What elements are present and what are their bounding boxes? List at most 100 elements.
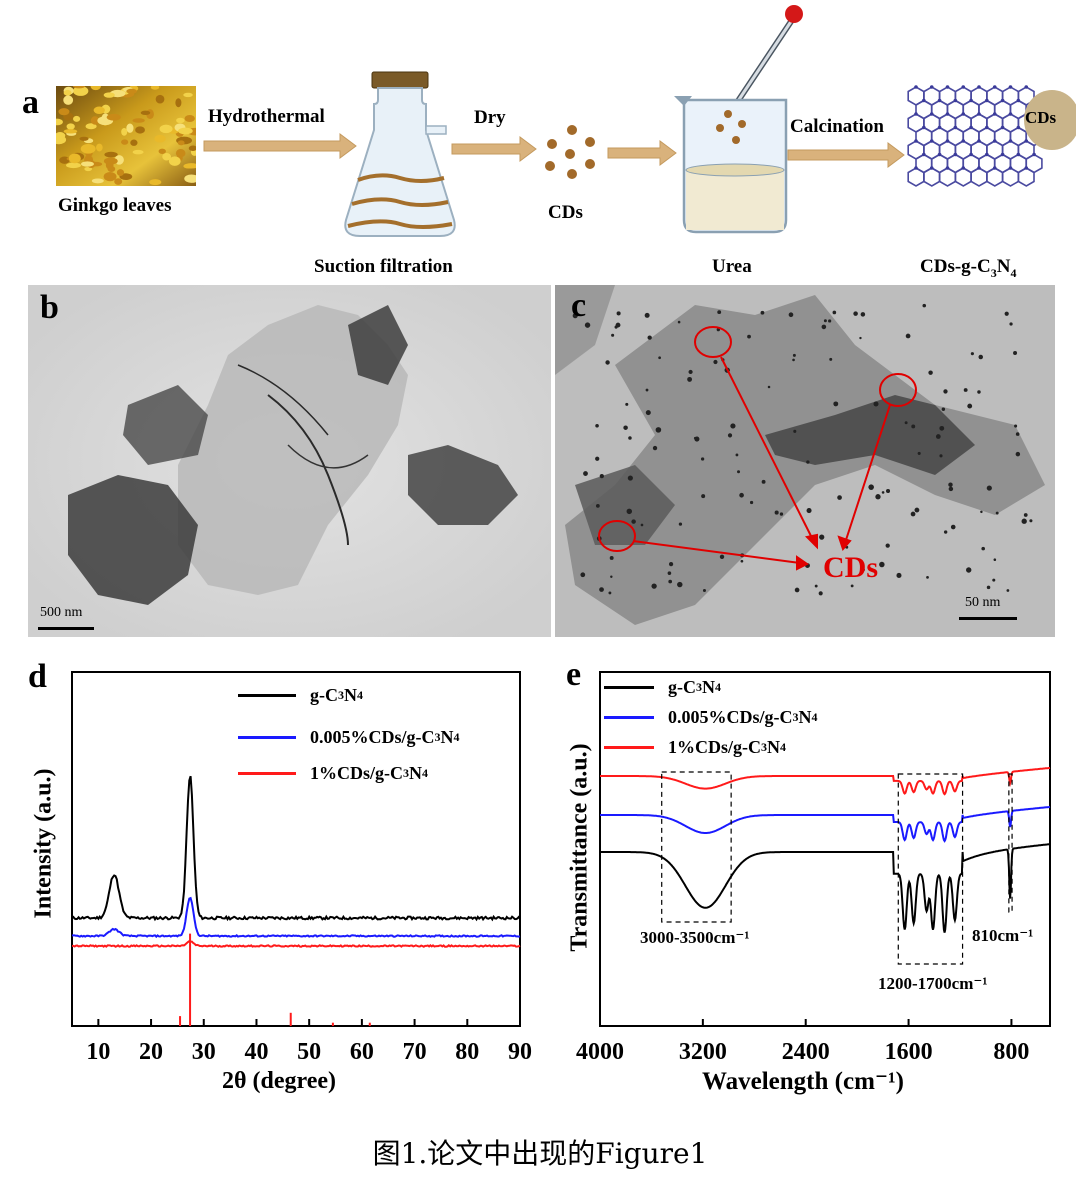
atom: [1024, 139, 1029, 143]
cd-particle: [583, 471, 588, 476]
cd-particle: [792, 358, 795, 362]
dry-label: Dry: [474, 107, 506, 128]
x-tick-label: 70: [403, 1039, 427, 1065]
atom: [929, 139, 934, 143]
cd-particle: [922, 303, 927, 308]
cds-dots: [545, 125, 595, 179]
leaf: [149, 179, 162, 186]
cd-particle: [625, 402, 629, 406]
cd-particle: [701, 494, 706, 499]
hex-ring: [938, 167, 957, 187]
xrd-series-1: [71, 896, 521, 939]
cd-particle: [645, 388, 649, 392]
leaf: [56, 118, 63, 126]
atom: [977, 139, 981, 143]
legend-e-swatch-2: [604, 746, 654, 749]
cd-particle: [850, 584, 854, 588]
leaf: [178, 127, 193, 135]
scale-c-bar: [959, 617, 1017, 620]
atom: [953, 152, 958, 157]
cd-particle: [631, 519, 636, 524]
x-tick-label: 3200: [679, 1039, 727, 1065]
panel-c-letter: c: [571, 287, 587, 324]
x-tick-label: 800: [993, 1039, 1029, 1065]
cd-particle: [860, 312, 866, 317]
cd-particle: [885, 488, 891, 494]
cd-particle: [832, 310, 837, 315]
hydrothermal-label: Hydrothermal: [208, 106, 325, 127]
leaf: [90, 116, 100, 125]
cd-particle: [829, 357, 833, 361]
cd-particle: [610, 575, 613, 578]
leaf: [184, 115, 195, 122]
cd-particle: [911, 424, 916, 429]
atom: [1024, 166, 1029, 170]
cd-particle: [837, 495, 842, 500]
cd-particle: [595, 456, 600, 461]
cd-particle: [614, 325, 618, 329]
cds-bubble-label: CDs: [1025, 108, 1057, 127]
cd-particle: [651, 583, 657, 589]
atom: [992, 166, 997, 170]
atom: [914, 166, 918, 170]
suction-filtration-label: Suction filtration: [314, 256, 453, 277]
ftir-annotation-2: 1200-1700cm⁻¹: [878, 974, 988, 993]
leaf: [105, 160, 114, 170]
cd-particle: [645, 410, 651, 416]
leaf: [132, 118, 145, 123]
cd-particle: [939, 425, 945, 431]
cd-particle: [747, 334, 751, 339]
cd-particle: [735, 453, 739, 457]
cd-particle: [677, 581, 683, 588]
cd-particle: [814, 584, 818, 588]
leaf: [175, 148, 186, 158]
cd-particle: [609, 556, 614, 560]
atom: [992, 112, 997, 116]
atom: [961, 112, 966, 116]
leaf: [91, 178, 104, 184]
cd-particle: [702, 588, 706, 592]
x-tick-label: 40: [244, 1039, 268, 1065]
cd-particle: [779, 512, 784, 516]
calcination-label: Calcination: [790, 116, 884, 137]
leaf: [104, 151, 118, 158]
cd-particle: [928, 370, 933, 375]
atom: [969, 98, 973, 103]
atom: [961, 139, 966, 143]
atom: [1008, 112, 1013, 116]
leaf: [177, 140, 185, 146]
leaf: [130, 139, 138, 146]
cd-particle: [623, 425, 628, 430]
leaf: [162, 153, 172, 161]
legend-e-swatch-0: [604, 686, 654, 689]
cd-particle: [658, 356, 661, 360]
plot-frame: [71, 671, 521, 1027]
cd-particle: [792, 353, 796, 357]
cd-particle: [644, 312, 650, 318]
cd-particle: [818, 591, 823, 596]
atom: [977, 166, 981, 170]
leaf: [72, 86, 89, 96]
x-tick-label: 10: [86, 1039, 110, 1065]
cd-particle: [881, 491, 885, 494]
atom: [1008, 85, 1013, 89]
cd-particle: [1029, 519, 1033, 523]
atom: [985, 152, 989, 157]
atom: [929, 85, 934, 89]
leaf: [63, 89, 72, 96]
cd-particle: [1023, 513, 1028, 517]
cd-particle: [655, 427, 662, 433]
leaf: [188, 145, 196, 151]
cd-particle: [948, 482, 953, 487]
cd-particle: [819, 534, 825, 540]
cd-particle: [859, 336, 862, 340]
leaf: [85, 123, 97, 130]
ftir-chart: 4000 3200 2400 1600 800: [576, 671, 1051, 1065]
cd-particle: [978, 354, 983, 360]
cds-label: CDs: [548, 202, 583, 223]
leaf: [168, 156, 181, 166]
leaf: [121, 139, 129, 145]
highlight-circle-3: [598, 520, 636, 552]
panel-a-letter: a: [22, 84, 39, 121]
cd-particle: [806, 460, 810, 464]
